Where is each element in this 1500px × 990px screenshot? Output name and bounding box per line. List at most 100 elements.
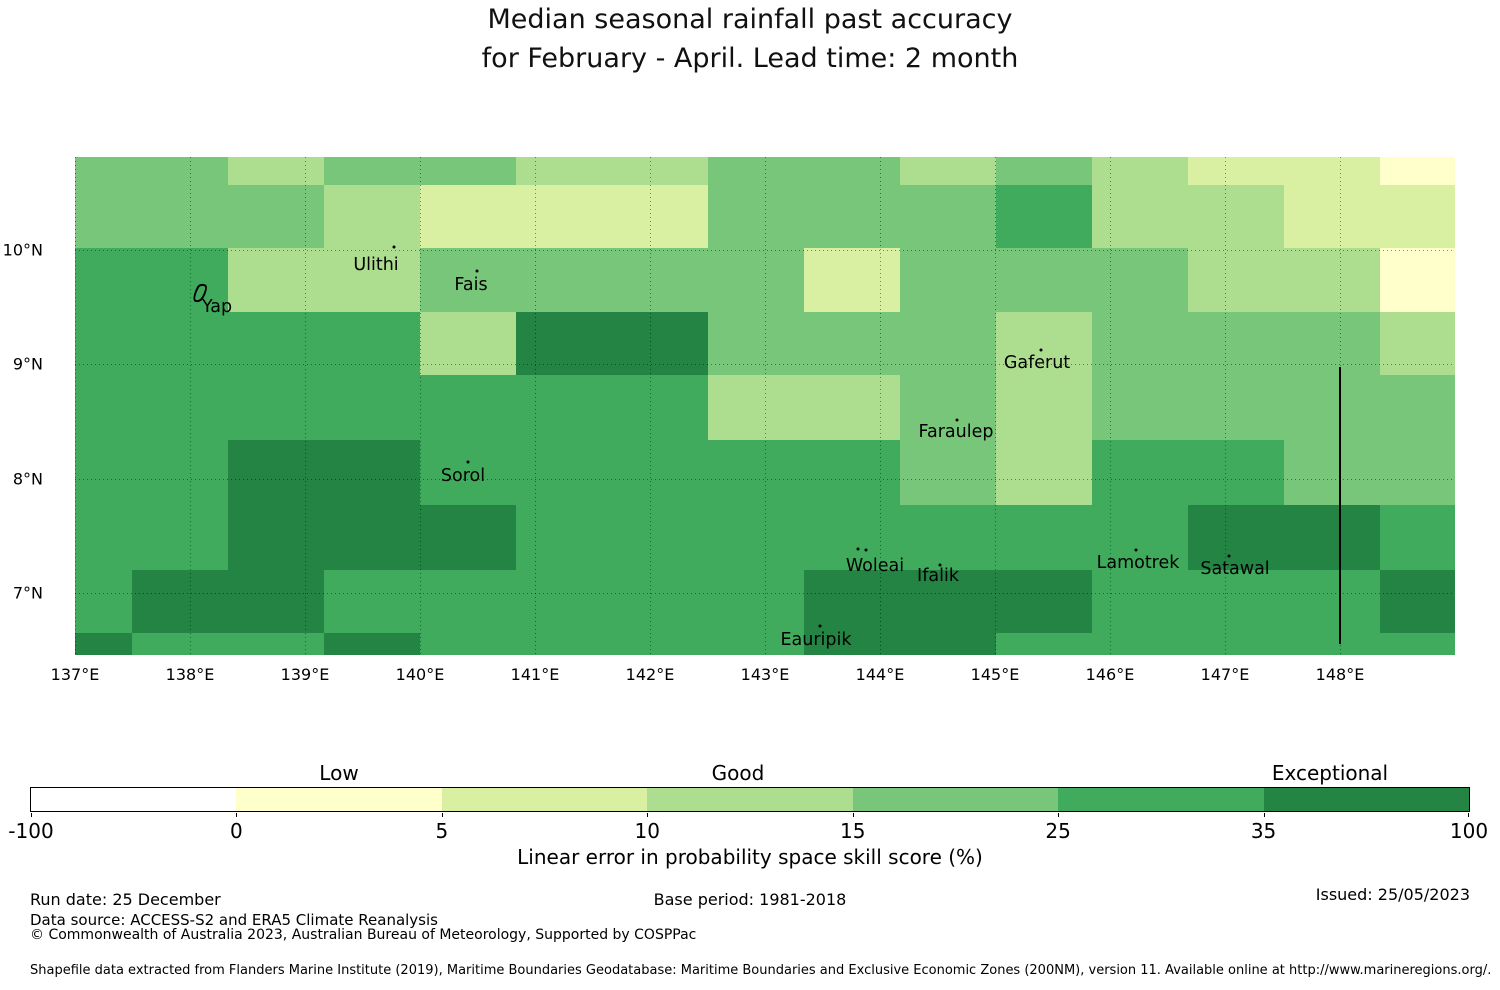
heatmap-cell [1284, 570, 1380, 633]
heatmap-cell [324, 633, 420, 655]
x-axis-tick-label: 145°E [970, 665, 1020, 684]
heatmap-cell [420, 570, 516, 633]
heatmap-cell [708, 633, 804, 655]
heatmap-cell [1092, 185, 1188, 248]
heatmap-cell [612, 312, 708, 375]
x-axis-tick-label: 143°E [740, 665, 790, 684]
island-marker-faraulep [955, 418, 959, 422]
heatmap-cell [75, 440, 132, 505]
colorbar-segment [1263, 788, 1470, 811]
longitude-gridline [765, 157, 766, 655]
heatmap-cell [132, 157, 228, 185]
colorbar-tick-label: 10 [634, 819, 661, 843]
colorbar-tick-label: 15 [839, 819, 866, 843]
longitude-gridline [650, 157, 651, 655]
heatmap-cell [1188, 248, 1284, 312]
x-axis-tick-label: 137°E [50, 665, 100, 684]
colorbar-segment [647, 788, 854, 811]
heatmap-cell [612, 185, 708, 248]
longitude-gridline [1225, 157, 1226, 655]
heatmap-cell [996, 375, 1092, 440]
heatmap-cell [132, 440, 228, 505]
heatmap-cell [1380, 375, 1455, 440]
heatmap-cell [996, 248, 1092, 312]
heatmap-cell [75, 633, 132, 655]
issued-date-text: Issued: 25/05/2023 [1315, 885, 1470, 904]
heatmap-cell [708, 248, 804, 312]
heatmap-cell [228, 312, 324, 375]
heatmap-cell [420, 185, 516, 248]
heatmap-cell [708, 505, 804, 570]
heatmap-cell [420, 440, 516, 505]
heatmap-cell [1092, 440, 1188, 505]
colorbar-tick-label: -100 [8, 819, 54, 843]
heatmap-cell [420, 157, 516, 185]
island-marker-eauripik [818, 624, 822, 628]
x-axis-tick-label: 146°E [1085, 665, 1135, 684]
heatmap-cell [804, 157, 900, 185]
heatmap-cell [900, 633, 996, 655]
heatmap-cell [228, 440, 324, 505]
heatmap-cell [1092, 248, 1188, 312]
heatmap-cell [516, 440, 612, 505]
chart-title-line1: Median seasonal rainfall past accuracy [487, 4, 1013, 35]
colorbar-axis-label: Linear error in probability space skill … [517, 845, 983, 869]
colorbar-segment [441, 788, 648, 811]
heatmap-cell [804, 440, 900, 505]
heatmap-cell [324, 312, 420, 375]
heatmap-cell [1092, 570, 1188, 633]
heatmap-cell [1380, 312, 1455, 375]
heatmap-cell [324, 248, 420, 312]
heatmap-cell [1380, 185, 1455, 248]
heatmap-cell [1284, 633, 1380, 655]
heatmap-cell [1092, 633, 1188, 655]
heatmap-cell [1188, 633, 1284, 655]
heatmap-cell [1188, 312, 1284, 375]
heatmap-cell [1284, 375, 1380, 440]
latitude-gridline [75, 364, 1455, 365]
heatmap-cell [228, 375, 324, 440]
island-marker-sorol [466, 460, 470, 464]
heatmap-cell [1092, 157, 1188, 185]
heatmap-cell [420, 312, 516, 375]
colorbar-tick [441, 813, 443, 817]
heatmap-cell [75, 157, 132, 185]
heatmap-cell [900, 570, 996, 633]
heatmap-cell [900, 185, 996, 248]
colorbar-tick-label: 25 [1045, 819, 1071, 843]
heatmap-cell [708, 185, 804, 248]
heatmap-cell [420, 375, 516, 440]
island-marker-satawal [1227, 554, 1231, 558]
island-marker-woleai [864, 548, 868, 552]
colorbar-tick-label: 0 [230, 819, 243, 843]
heatmap-cell [708, 570, 804, 633]
colorbar-category-exceptional: Exceptional [1271, 761, 1389, 785]
heatmap-cell [708, 440, 804, 505]
heatmap-cell [132, 505, 228, 570]
heatmap-cell [324, 440, 420, 505]
heatmap-cell [132, 312, 228, 375]
colorbar-segment [236, 788, 443, 811]
heatmap-cell [132, 248, 228, 312]
heatmap-cell [1380, 157, 1455, 185]
longitude-gridline [880, 157, 881, 655]
heatmap-cell [75, 375, 132, 440]
heatmap-cell [1188, 440, 1284, 505]
colorbar-category-low: Low [319, 761, 359, 785]
heatmap-cell [516, 157, 612, 185]
heatmap-cell [75, 505, 132, 570]
longitude-gridline [305, 157, 306, 655]
heatmap-cell [1284, 185, 1380, 248]
heatmap-cell [612, 375, 708, 440]
heatmap-cell [228, 633, 324, 655]
heatmap-cell [324, 505, 420, 570]
island-marker-lamotrek [1134, 548, 1138, 552]
heatmap-cell [1284, 505, 1380, 570]
island-marker-woleai [856, 547, 860, 551]
heatmap-cell [612, 505, 708, 570]
heatmap-cell [996, 185, 1092, 248]
heatmap-cell [1092, 375, 1188, 440]
heatmap-cell [612, 248, 708, 312]
longitude-gridline [190, 157, 191, 655]
